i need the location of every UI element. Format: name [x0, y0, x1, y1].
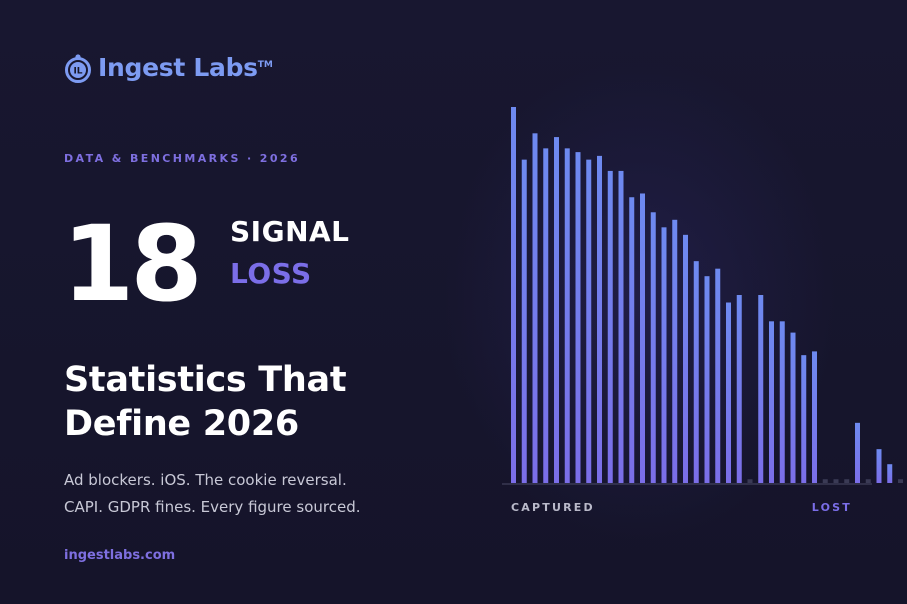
chart-bar: [597, 155, 602, 483]
chart-bar: [715, 268, 721, 483]
chart-bar: [661, 227, 667, 483]
chart-bar: [769, 321, 774, 483]
hero-number: 18: [62, 203, 203, 325]
headline-line-2: Define 2026: [64, 404, 299, 444]
chart-bar: [650, 212, 656, 483]
chart-bar: [865, 479, 871, 483]
chart-bar: [726, 302, 731, 483]
chart-bar: [575, 152, 581, 483]
hero-word-signal: SIGNAL: [230, 215, 350, 248]
chart-bar: [779, 321, 785, 483]
subtitle: Ad blockers. iOS. The cookie reversal. C…: [64, 467, 361, 521]
chart-bar: [758, 295, 764, 483]
chart-bar: [511, 107, 516, 483]
kicker: DATA & BENCHMARKS · 2026: [64, 152, 301, 165]
headline-line-1: Statistics That: [64, 360, 347, 400]
chart-bar: [844, 479, 850, 483]
chart-bar: [801, 355, 807, 483]
chart-bar: [554, 137, 559, 483]
hero-word-loss: LOSS: [230, 257, 312, 290]
chart-bar: [683, 234, 688, 483]
ingest-labs-logo-icon: IL: [64, 53, 92, 83]
website-link[interactable]: ingestlabs.com: [64, 548, 176, 563]
chart-bar: [607, 170, 613, 484]
headline: Statistics That Define 2026: [64, 358, 444, 446]
chart-bar: [887, 464, 893, 483]
chart-bar: [790, 332, 796, 483]
chart-bar: [833, 479, 839, 483]
chart-bar: [629, 197, 635, 484]
chart-bar: [736, 295, 742, 483]
chart-bar: [822, 479, 828, 483]
brand-name: Ingest Labs: [98, 53, 258, 82]
chart-bar: [704, 276, 710, 483]
chart-bar: [586, 159, 592, 483]
chart-bar: [564, 148, 570, 484]
chart-bar: [543, 148, 549, 484]
x-label-lost: LOST: [812, 501, 852, 514]
chart-bar: [855, 422, 860, 483]
subtitle-line-2: CAPI. GDPR fines. Every figure sourced.: [64, 498, 361, 516]
chart-bar: [876, 449, 882, 483]
chart-bar: [898, 479, 903, 483]
chart-bar: [640, 193, 645, 484]
brand-logo: IL Ingest Labs TM: [64, 53, 273, 83]
chart-bar: [618, 170, 624, 484]
chart-bar: [521, 159, 527, 483]
chart-bar: [672, 219, 678, 484]
trademark: TM: [257, 59, 273, 70]
chart-bar: [532, 133, 538, 483]
logo-mark-letters: IL: [73, 66, 82, 76]
chart-bar: [812, 351, 817, 483]
chart-bar: [693, 261, 699, 483]
x-label-captured: CAPTURED: [511, 501, 595, 514]
chart-bar: [747, 479, 753, 483]
subtitle-line-1: Ad blockers. iOS. The cookie reversal.: [64, 471, 347, 489]
